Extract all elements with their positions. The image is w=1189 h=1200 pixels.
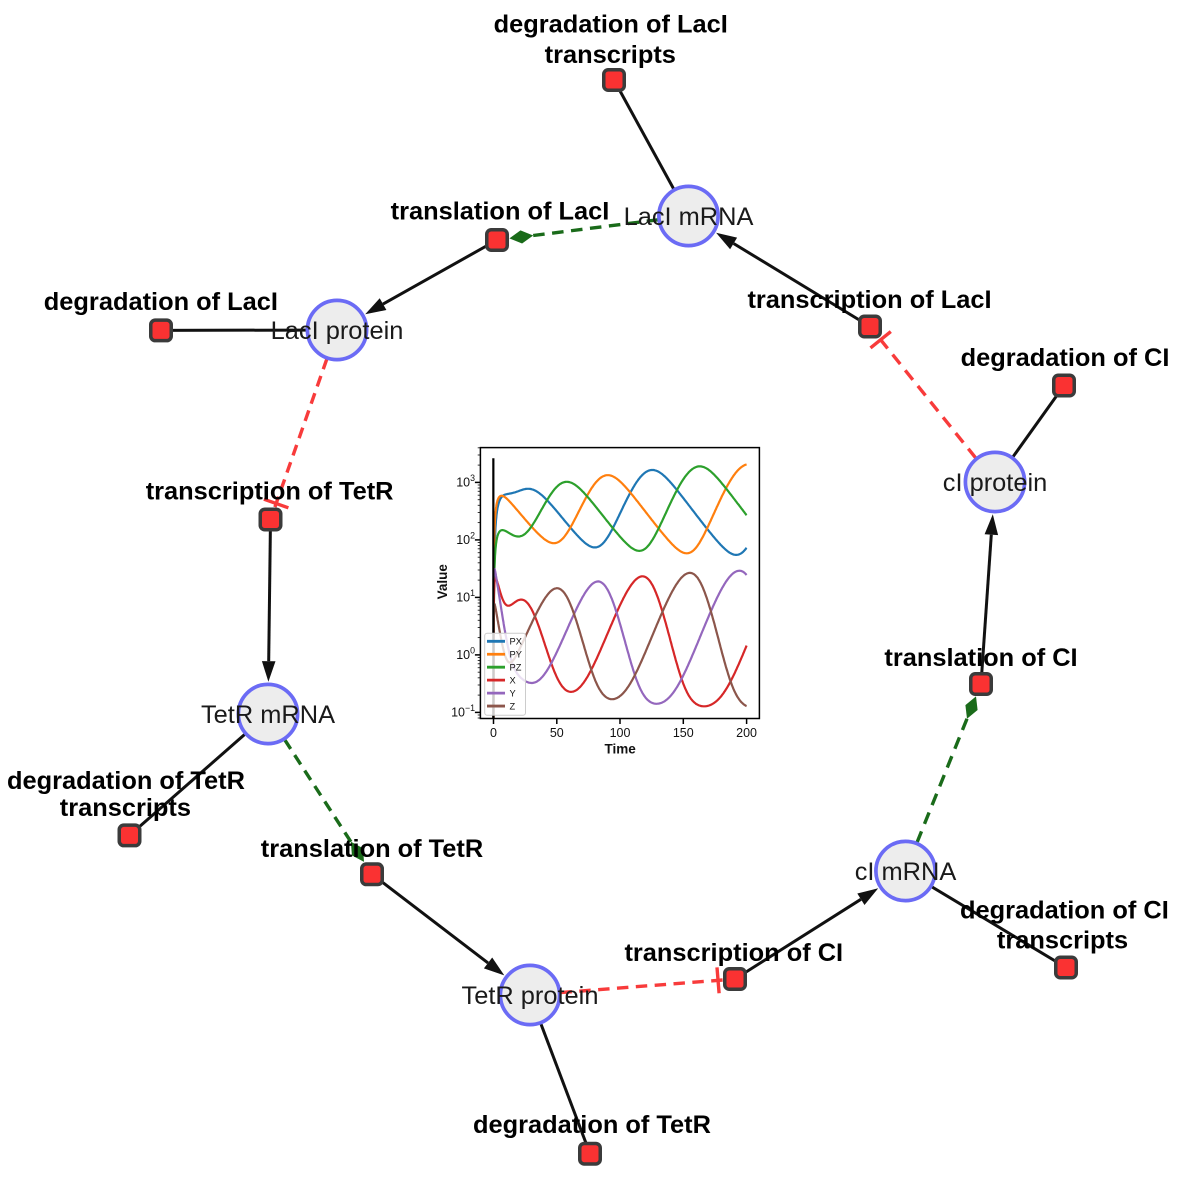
svg-text:degradation of LacI: degradation of LacI xyxy=(44,288,278,316)
svg-text:Value: Value xyxy=(435,564,450,600)
svg-text:transcription of TetR: transcription of TetR xyxy=(146,477,394,505)
svg-text:X: X xyxy=(510,676,516,686)
svg-text:103: 103 xyxy=(456,473,475,490)
svg-text:transcripts: transcripts xyxy=(997,927,1128,955)
svg-text:TetR protein: TetR protein xyxy=(462,982,599,1010)
svg-text:translation of TetR: translation of TetR xyxy=(261,835,483,863)
svg-text:cI mRNA: cI mRNA xyxy=(855,858,957,886)
svg-text:Y: Y xyxy=(510,689,516,699)
svg-text:cI protein: cI protein xyxy=(943,469,1047,497)
svg-text:101: 101 xyxy=(456,588,475,605)
svg-text:0: 0 xyxy=(490,726,497,740)
svg-text:PX: PX xyxy=(510,637,522,647)
svg-text:degradation of CI: degradation of CI xyxy=(961,344,1170,372)
svg-text:PZ: PZ xyxy=(510,663,522,673)
svg-text:102: 102 xyxy=(456,531,475,548)
svg-text:Z: Z xyxy=(510,701,516,711)
svg-text:transcripts: transcripts xyxy=(545,41,676,69)
svg-text:100: 100 xyxy=(610,726,631,740)
svg-text:100: 100 xyxy=(456,646,475,663)
svg-text:TetR mRNA: TetR mRNA xyxy=(201,701,335,729)
svg-text:translation of CI: translation of CI xyxy=(884,644,1077,672)
svg-text:150: 150 xyxy=(673,726,694,740)
svg-text:Time: Time xyxy=(604,742,636,757)
svg-text:10−1: 10−1 xyxy=(451,703,475,720)
svg-text:degradation of LacI: degradation of LacI xyxy=(494,11,728,39)
svg-text:50: 50 xyxy=(550,726,564,740)
svg-text:degradation of TetR: degradation of TetR xyxy=(7,767,245,795)
svg-text:LacI mRNA: LacI mRNA xyxy=(624,203,754,231)
svg-text:PY: PY xyxy=(510,650,522,660)
svg-text:200: 200 xyxy=(736,726,757,740)
svg-text:LacI protein: LacI protein xyxy=(271,317,404,345)
svg-text:transcription of LacI: transcription of LacI xyxy=(747,286,991,314)
svg-text:degradation of TetR: degradation of TetR xyxy=(473,1111,711,1139)
svg-text:transcripts: transcripts xyxy=(60,794,191,822)
svg-text:translation of LacI: translation of LacI xyxy=(391,197,610,225)
svg-text:transcription of CI: transcription of CI xyxy=(624,939,843,967)
svg-text:degradation of CI: degradation of CI xyxy=(960,897,1169,925)
